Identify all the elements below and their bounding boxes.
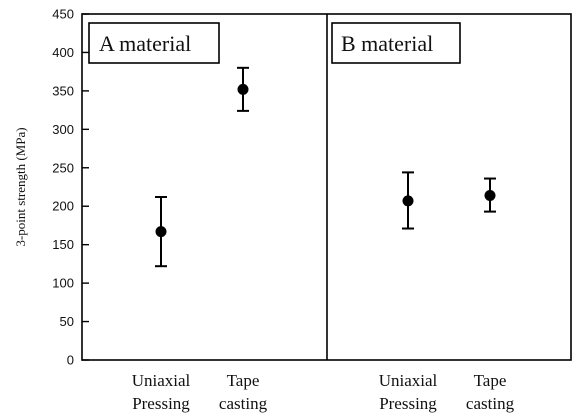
panel-a-title: A material [99,31,191,56]
y-tick-label: 150 [52,237,74,252]
panel-b: B material [331,22,496,230]
y-axis-label: 3-point strength (MPa) [13,127,28,246]
panel-a-marks [155,66,249,268]
y-tick-label: 0 [67,353,74,368]
y-tick-label: 50 [60,314,74,329]
data-point [237,83,249,95]
panel-b-title-box [331,22,461,64]
data-point [484,189,496,201]
panel-b-marks [402,171,496,230]
x-category-label: Tape [474,371,507,390]
y-tick-label: 450 [52,7,74,22]
y-tick-label: 250 [52,160,74,175]
data-point [402,195,414,207]
x-category-label: Uniaxial [132,371,191,390]
x-category-label: Pressing [132,394,190,413]
y-tick-label: 400 [52,45,74,60]
data-point [155,226,167,238]
panel-a-title-box [88,22,220,64]
x-category-label: casting [466,394,515,413]
x-category-label: Pressing [379,394,437,413]
panel-a: A material [88,22,249,268]
y-tick-label: 300 [52,122,74,137]
x-category-labels: Uniaxial Pressing Tape casting Uniaxial Press… [132,371,515,413]
x-category-label: Uniaxial [379,371,438,390]
y-axis: 0 50 100 150 200 250 300 350 400 450 [52,7,89,368]
x-category-label: casting [219,394,268,413]
y-tick-label: 200 [52,199,74,214]
y-tick-label: 350 [52,83,74,98]
panel-b-title: B material [341,31,433,56]
y-tick-label: 100 [52,276,74,291]
x-category-label: Tape [227,371,260,390]
